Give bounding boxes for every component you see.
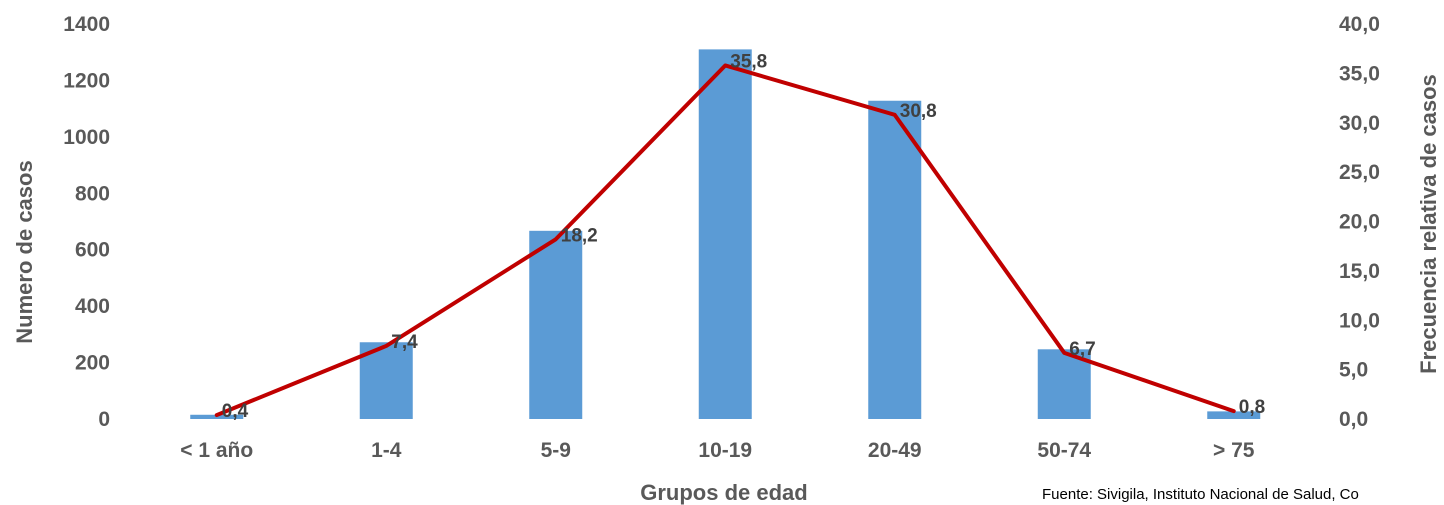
y-tick-label: 1400 — [63, 13, 110, 36]
y-tick-label: 800 — [75, 182, 110, 205]
x-tick-label: 5-9 — [541, 439, 571, 462]
line-path — [214, 63, 1236, 418]
bar — [1207, 411, 1261, 419]
x-axis-title: Grupos de edad — [640, 480, 807, 505]
y2-tick-label: 10,0 — [1339, 309, 1380, 332]
right-axis-ticks: 0,0 5,0 10,0 15,0 20,0 25,0 30,0 35,0 40,0 — [1339, 13, 1380, 431]
y-tick-label: 1000 — [63, 126, 110, 149]
line-series — [214, 63, 1236, 418]
y-tick-label: 1200 — [63, 69, 110, 92]
y2-tick-label: 20,0 — [1339, 211, 1380, 234]
y-tick-label: 400 — [75, 295, 110, 318]
line-data-labels: 0,4 7,4 18,2 35,8 30,8 6,7 0,8 — [222, 51, 1265, 422]
line-data-label: 30,8 — [900, 101, 937, 122]
x-tick-label: > 75 — [1213, 439, 1255, 462]
bar-series — [190, 49, 1261, 420]
y2-tick-label: 25,0 — [1339, 161, 1380, 184]
x-tick-label: 10-19 — [698, 439, 752, 462]
x-tick-label: < 1 año — [180, 439, 253, 462]
y2-axis-title: Frecuencia relativa de casos — [1416, 74, 1441, 374]
y-tick-label: 200 — [75, 352, 110, 375]
source-note: Fuente: Sivigila, Instituto Nacional de … — [1042, 486, 1359, 503]
y2-tick-label: 30,0 — [1339, 112, 1380, 135]
bar — [868, 100, 922, 419]
y2-tick-label: 5,0 — [1339, 359, 1368, 382]
left-axis-ticks: 0 200 400 600 800 1000 1200 1400 — [63, 13, 110, 431]
category-axis-ticks: < 1 año 1-4 5-9 10-19 20-49 50-74 > 75 — [180, 439, 1255, 462]
line-data-label: 0,4 — [222, 401, 249, 422]
x-tick-label: 20-49 — [868, 439, 922, 462]
y-tick-label: 600 — [75, 239, 110, 262]
line-data-label: 35,8 — [730, 51, 767, 72]
x-tick-label: 50-74 — [1037, 439, 1091, 462]
line-data-label: 0,8 — [1239, 397, 1265, 418]
line-data-label: 6,7 — [1069, 339, 1095, 360]
line-data-label: 18,2 — [561, 225, 598, 246]
y2-tick-label: 15,0 — [1339, 260, 1380, 283]
bar — [698, 49, 752, 420]
y-tick-label: 0 — [98, 408, 110, 431]
y2-tick-label: 0,0 — [1339, 408, 1368, 431]
x-tick-label: 1-4 — [371, 439, 402, 462]
y-axis-title: Numero de casos — [12, 160, 37, 343]
bar — [529, 230, 583, 419]
y2-tick-label: 40,0 — [1339, 13, 1380, 36]
line-data-label: 7,4 — [391, 332, 418, 353]
y2-tick-label: 35,0 — [1339, 62, 1380, 85]
